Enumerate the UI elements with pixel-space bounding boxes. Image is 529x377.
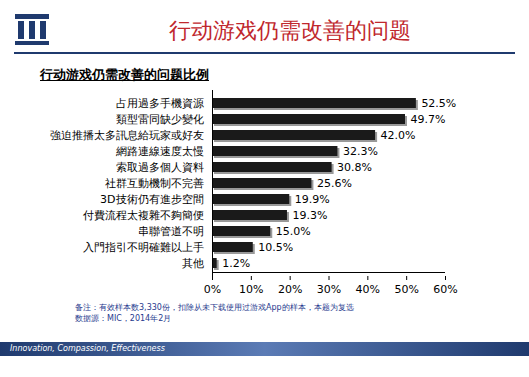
svg-text:30.8%: 30.8% xyxy=(337,161,372,174)
svg-text:42.0%: 42.0% xyxy=(381,129,416,142)
svg-text:15.0%: 15.0% xyxy=(276,225,311,238)
html-text:行动游戏仍需改善的问题: 行动游戏仍需改善的问题 xyxy=(168,18,411,43)
html-text:行动游戏仍需改善的问题比例: 行动游戏仍需改善的问题比例 xyxy=(40,67,209,82)
svg-text:0%: 0% xyxy=(204,283,221,296)
svg-text:串聯管道不明: 串聯管道不明 xyxy=(138,225,204,238)
svg-text:占用過多手機資源: 占用過多手機資源 xyxy=(116,97,204,110)
svg-text:付費流程太複雜不夠簡便: 付費流程太複雜不夠簡便 xyxy=(83,209,204,222)
svg-text:19.3%: 19.3% xyxy=(292,209,327,222)
svg-text:40%: 40% xyxy=(356,283,380,296)
svg-text:19.9%: 19.9% xyxy=(295,193,330,206)
svg-text:60%: 60% xyxy=(433,283,457,296)
svg-text:10%: 10% xyxy=(239,283,263,296)
svg-text:其他: 其他 xyxy=(182,257,204,270)
svg-text:49.7%: 49.7% xyxy=(411,113,446,126)
svg-text:3D技術仍有進步空間: 3D技術仍有進步空間 xyxy=(100,193,203,206)
svg-text:50%: 50% xyxy=(394,283,418,296)
svg-text:入門指引不明確難以上手: 入門指引不明確難以上手 xyxy=(83,241,204,254)
html-text:Innovation, Compassion, Effect: Innovation, Compassion, Effectiveness xyxy=(10,344,165,353)
svg-text:20%: 20% xyxy=(278,283,302,296)
svg-text:52.5%: 52.5% xyxy=(421,97,456,110)
svg-text:類型雷同缺少變化: 類型雷同缺少變化 xyxy=(116,113,204,126)
html-text:备注：有效样本数3,330份，扣除从未下载使用过游戏App的: 备注：有效样本数3,330份，扣除从未下载使用过游戏App的样本，本题为复选 xyxy=(75,303,354,312)
svg-text:索取過多個人資料: 索取過多個人資料 xyxy=(116,161,204,174)
svg-text:25.6%: 25.6% xyxy=(317,177,352,190)
svg-text:10.5%: 10.5% xyxy=(258,241,293,254)
html-text:数据源：MIC，2014年2月: 数据源：MIC，2014年2月 xyxy=(75,314,172,323)
svg-text:強迫推播太多訊息給玩家或好友: 強迫推播太多訊息給玩家或好友 xyxy=(50,129,204,142)
svg-text:30%: 30% xyxy=(317,283,341,296)
svg-text:網路連線速度太慢: 網路連線速度太慢 xyxy=(115,145,204,158)
svg-text:32.3%: 32.3% xyxy=(343,145,378,158)
svg-text:社群互動機制不完善: 社群互動機制不完善 xyxy=(105,177,204,190)
svg-text:1.2%: 1.2% xyxy=(222,257,250,270)
